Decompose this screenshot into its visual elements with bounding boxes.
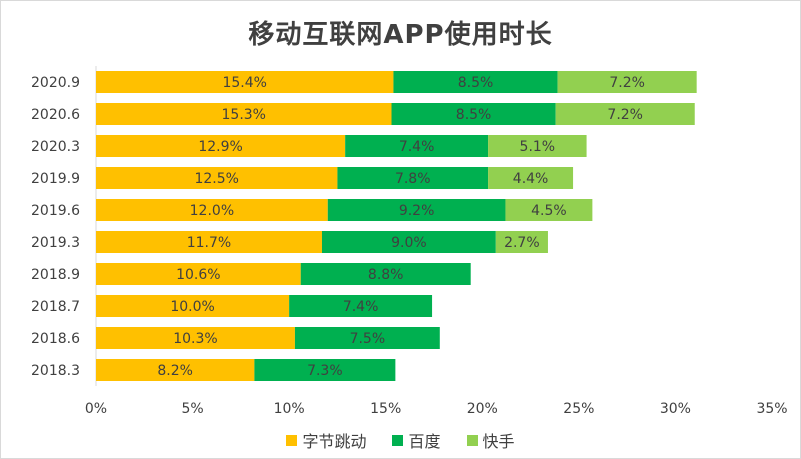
legend-swatch-baidu [392,434,404,446]
data-label: 7.3% [307,363,343,379]
bar-segment [505,199,593,221]
x-tick-label: 20% [467,401,498,417]
data-label: 7.8% [395,171,431,187]
data-label: 8.5% [458,75,494,91]
legend-swatch-bytedance [286,434,298,446]
legend-swatch-kuaishou [466,434,478,446]
y-tick-label: 2019.6 [31,203,80,219]
x-tick-label: 35% [756,401,787,417]
data-label: 11.7% [187,235,231,251]
data-label: 15.4% [222,75,266,91]
bar-segment [337,167,489,189]
data-label: 12.0% [190,203,234,219]
bar-segment [96,231,322,253]
bar-segment [300,263,471,285]
data-label: 4.4% [513,171,549,187]
legend-label-baidu: 百度 [408,432,441,451]
x-tick-label: 15% [370,401,401,417]
data-label: 8.8% [368,267,404,283]
bar-segment [294,327,440,349]
bar-segment [555,103,695,125]
bar-segment [289,295,433,317]
legend-item-bytedance: 字节跳动 [286,428,366,452]
bar-segment [345,135,489,157]
bar-segment [321,231,496,253]
bar-segment [488,167,574,189]
y-tick-label: 2020.9 [31,75,80,91]
bar-segment [391,103,556,125]
x-tick-label: 0% [85,401,107,417]
data-label: 4.5% [531,203,567,219]
x-tick-label: 5% [181,401,203,417]
legend-item-kuaishou: 快手 [466,428,515,452]
legend-item-baidu: 百度 [392,428,441,452]
data-label: 9.0% [391,235,427,251]
bar-segment [96,263,301,285]
y-tick-label: 2018.9 [31,267,80,283]
bar-segment [96,199,328,221]
bar-segment [495,231,548,253]
bar-segment [327,199,506,221]
data-label: 7.5% [350,331,386,347]
data-label: 7.2% [609,75,645,91]
data-label: 5.1% [520,139,556,155]
data-label: 10.0% [170,299,214,315]
y-tick-label: 2020.6 [31,107,80,123]
y-tick-label: 2019.3 [31,235,80,251]
data-label: 7.4% [399,139,435,155]
x-tick-label: 30% [660,401,691,417]
data-label: 7.2% [607,107,643,123]
x-tick-label: 25% [563,401,594,417]
chart-legend: 字节跳动 百度 快手 [0,428,801,452]
y-tick-label: 2018.7 [31,299,80,315]
bar-segment [254,359,396,381]
data-label: 12.5% [194,171,238,187]
legend-label-bytedance: 字节跳动 [302,432,367,451]
data-label: 12.9% [198,139,242,155]
data-label: 2.7% [504,235,540,251]
y-tick-label: 2020.3 [31,139,80,155]
bar-segment [557,71,697,93]
data-label: 10.6% [176,267,220,283]
x-tick-label: 10% [274,401,305,417]
data-label: 9.2% [399,203,435,219]
bar-segment [96,71,394,93]
y-tick-label: 2018.3 [31,363,80,379]
data-label: 10.3% [173,331,217,347]
data-label: 8.5% [456,107,492,123]
data-label: 8.2% [157,363,193,379]
bar-segment [96,167,338,189]
bar-segment [393,71,558,93]
bar-segment [96,359,255,381]
bar-segment [96,295,290,317]
y-tick-label: 2018.6 [31,331,80,347]
chart-title: 移动互联网APP使用时长 [248,20,553,50]
bar-segment [96,103,392,125]
bar-segment [96,327,295,349]
y-tick-label: 2019.9 [31,171,80,187]
bar-segment [96,135,346,157]
data-label: 15.3% [222,107,266,123]
legend-label-kuaishou: 快手 [482,432,515,451]
data-label: 7.4% [343,299,379,315]
bar-segment [488,135,587,157]
